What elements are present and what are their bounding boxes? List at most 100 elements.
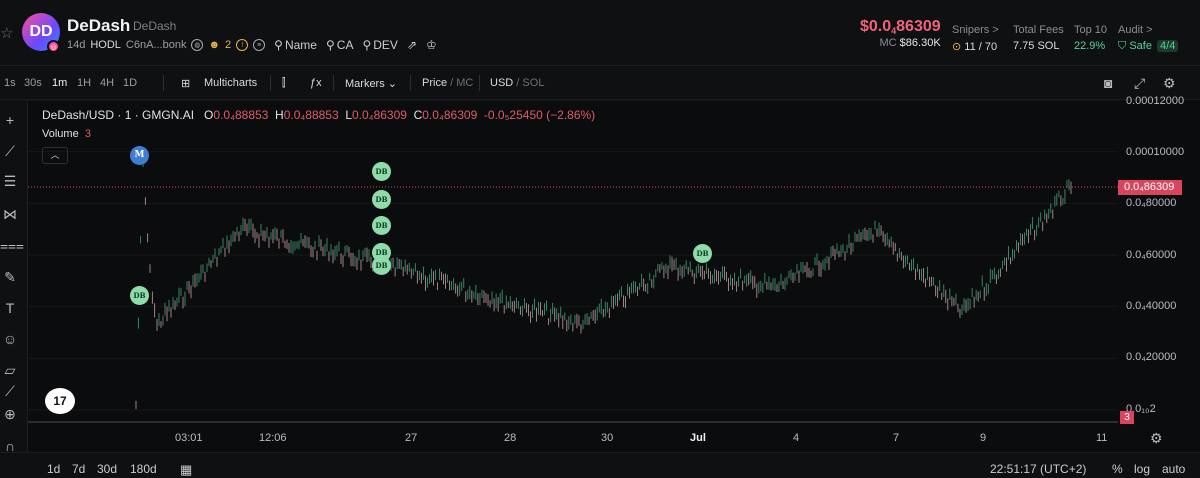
camera-icon[interactable]: ◙	[1104, 75, 1113, 91]
indicators-icon[interactable]: ƒx	[310, 77, 322, 89]
x-tick-label: 27	[405, 432, 418, 444]
dev-buy-marker[interactable]: DB	[372, 216, 391, 235]
interval-30s[interactable]: 30s	[24, 77, 42, 89]
launchpad-badge-icon: ◎	[47, 40, 60, 53]
search-name-link[interactable]: ⚲ Name	[274, 38, 317, 52]
price-block: $0.0486309 MC $86.30K	[860, 18, 941, 49]
token-fullname: DeDash	[133, 19, 177, 33]
sol-icon: ≡	[253, 39, 266, 51]
interval-1d[interactable]: 1D	[123, 77, 138, 89]
y-tick-label: 0.00010000	[1126, 146, 1185, 158]
globe-icon[interactable]: ◍	[191, 39, 204, 51]
low-value: 0.0₄86309	[352, 108, 407, 122]
search-icon: ⚲	[362, 38, 372, 52]
audit-stat[interactable]: Audit > ⛉ Safe 4/4	[1118, 24, 1179, 53]
x-tick-label: 12:06	[259, 432, 287, 444]
contract-address[interactable]: C6nA...bonk	[125, 39, 187, 51]
token-logo: DD	[22, 13, 60, 51]
target-icon: ⊙	[952, 41, 962, 53]
token-age: 14d	[67, 39, 86, 51]
token-meta-row: 14d HODL C6nA...bonk ◍ ☻ 2 ! ≡ ⚲ Name ⚲ CA…	[67, 38, 437, 52]
x-tick-label: 4	[793, 432, 800, 444]
fullscreen-icon[interactable]: ⤢	[1134, 75, 1146, 91]
collapse-legend-button[interactable]: ︿	[42, 147, 68, 164]
trendline-icon[interactable]: ⟋	[5, 143, 15, 159]
brush-icon[interactable]: ✎	[4, 269, 16, 285]
currency-toggle[interactable]: USD / SOL	[490, 77, 545, 89]
zoom-icon[interactable]: ⊕	[4, 406, 16, 422]
percent-toggle[interactable]: %	[1112, 462, 1123, 476]
crown-icon[interactable]: ♔	[426, 38, 437, 52]
interval-4h[interactable]: 4H	[100, 77, 115, 89]
crosshair-icon[interactable]: +	[5, 112, 15, 128]
multicharts-button[interactable]: Multicharts	[204, 77, 258, 89]
warning-icon: !	[236, 39, 249, 51]
dev-buy-marker[interactable]: DB	[372, 190, 391, 209]
chevron-down-icon: ⌄	[387, 78, 398, 90]
fib-icon[interactable]: ⩶	[0, 237, 24, 253]
dev-buy-marker[interactable]: DB	[372, 256, 391, 275]
log-toggle[interactable]: log	[1134, 462, 1151, 476]
migration-marker[interactable]: M	[130, 146, 149, 165]
volume-legend: Volume 3	[42, 128, 91, 140]
range-180d[interactable]: 180d	[130, 462, 157, 476]
bottom-bar: 1d 7d 30d 180d ▦ 22:51:17 (UTC+2) % log …	[0, 452, 1200, 478]
star-outline-icon[interactable]: ☆	[0, 25, 14, 42]
price-chart[interactable]	[28, 100, 1118, 430]
clock-time[interactable]: 22:51:17 (UTC+2)	[990, 462, 1087, 476]
x-tick-label: Jul	[690, 432, 706, 444]
current-price: $0.0486309	[860, 18, 941, 36]
total-fees-stat: Total Fees 7.75 SOL	[1013, 24, 1064, 52]
dev-buy-marker[interactable]: DB	[372, 162, 391, 181]
x-tick-label: 7	[893, 432, 900, 444]
interval-1m[interactable]: 1m	[52, 77, 68, 89]
dev-buy-marker[interactable]: DB	[693, 244, 712, 263]
drawing-toolbar: + ⟋ ☰ ⋈ ⩶ ✎ T ☺ ▱ ⟋ ⊕ ∩	[0, 100, 28, 478]
open-value: 0.0₄88853	[213, 108, 269, 122]
holders-icon: ☻	[208, 39, 221, 51]
markers-dropdown[interactable]: Markers ⌄	[345, 78, 398, 90]
top10-stat: Top 10 22.9%	[1074, 24, 1108, 52]
y-tick-label: 0.0₄80000	[1126, 197, 1177, 209]
interval-1s[interactable]: 1s	[4, 77, 16, 89]
magnet-icon[interactable]: ∩	[4, 438, 16, 454]
measure-icon[interactable]: ⟋	[5, 383, 15, 399]
search-dev-link[interactable]: ⚲ DEV	[362, 38, 398, 52]
snipers-stat[interactable]: Snipers > ⊙ 11 / 70	[952, 24, 999, 53]
candle-type-icon[interactable]: ⫿	[282, 77, 286, 89]
interval-1h[interactable]: 1H	[77, 77, 92, 89]
search-ca-link[interactable]: ⚲ CA	[325, 38, 354, 52]
price-mc-toggle[interactable]: Price / MC	[422, 77, 474, 89]
text-icon[interactable]: T	[5, 300, 15, 316]
pattern-icon[interactable]: ⋈	[3, 206, 17, 222]
calendar-range-icon[interactable]: ▦	[180, 462, 193, 477]
emoji-icon[interactable]: ☺	[2, 331, 18, 347]
current-price-tag: 0.0₄86309	[1118, 180, 1182, 195]
ruler-icon[interactable]: ▱	[4, 362, 16, 378]
tradingview-logo[interactable]: 17	[45, 388, 75, 414]
x-tick-label: 28	[504, 432, 517, 444]
horizontal-lines-icon[interactable]: ☰	[3, 173, 17, 189]
x-tick-label: 11	[1096, 432, 1108, 444]
chart-toolbar: 1s 30s 1m 1H 4H 1D ⊞ Multicharts ⫿ ƒx Ma…	[0, 66, 1200, 100]
range-7d[interactable]: 7d	[72, 462, 86, 476]
token-header: ☆ DD ◎ DeDash DeDash 14d HODL C6nA...bon…	[0, 0, 1200, 66]
pair-label: DeDash/USD · 1 · GMGN.AI	[42, 108, 195, 122]
x-tick-label: 30	[601, 432, 614, 444]
range-1d[interactable]: 1d	[47, 462, 61, 476]
share-icon[interactable]: ⇗	[406, 38, 417, 52]
price-axis[interactable]	[1118, 100, 1200, 430]
add-chart-icon[interactable]: ⊞	[181, 78, 191, 90]
toolbar-divider	[163, 75, 164, 91]
x-tick-label: 03:01	[175, 432, 203, 444]
range-30d[interactable]: 30d	[97, 462, 118, 476]
x-tick-label: 9	[980, 432, 987, 444]
axis-settings-icon[interactable]: ⚙	[1150, 430, 1163, 446]
settings-icon[interactable]: ⚙	[1163, 75, 1176, 91]
token-name: DeDash	[67, 16, 131, 35]
dev-buy-marker[interactable]: DB	[130, 286, 149, 305]
auto-toggle[interactable]: auto	[1162, 462, 1186, 476]
y-tick-label: 0.0₄20000	[1126, 351, 1177, 363]
toolbar-divider	[333, 75, 334, 91]
market-cap: MC $86.30K	[879, 37, 941, 49]
